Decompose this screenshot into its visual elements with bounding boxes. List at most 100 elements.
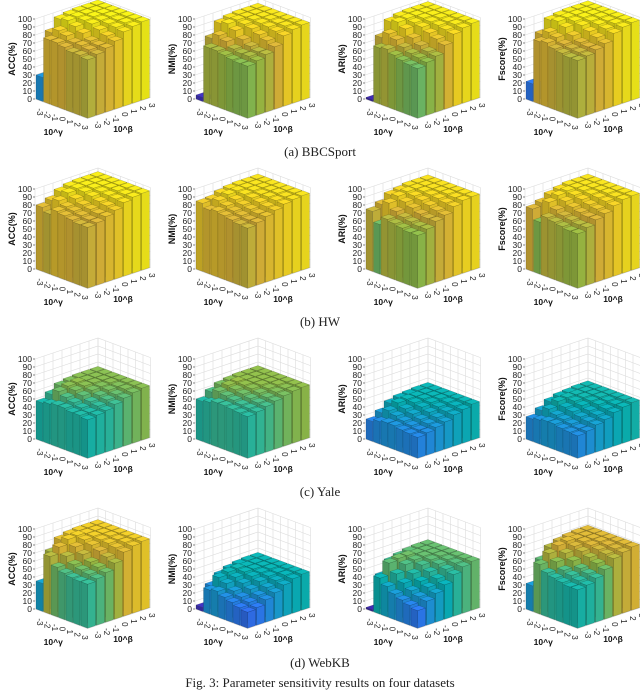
z-tick-label: 100 (18, 354, 32, 364)
bar-front-face (233, 222, 240, 285)
z-axis-label: ACC(%) (7, 42, 17, 76)
beta-tick-label: -2 (432, 288, 441, 296)
beta-tick-label: 1 (619, 279, 628, 284)
beta-tick-label: -3 (253, 631, 262, 639)
chart-yale-0: 0102030405060708090100ACC(%)-3-2-1012310… (7, 338, 156, 477)
bar-side-face (436, 54, 444, 113)
z-tick-label: 100 (178, 184, 192, 194)
bar-side-face (115, 208, 123, 279)
bar-front-face (73, 222, 80, 285)
bar-side-face (596, 217, 604, 282)
bar-front-face (66, 410, 73, 452)
bar-front-face (43, 402, 50, 444)
bar-front-face (366, 209, 373, 271)
beta-tick-label: 1 (289, 449, 298, 454)
gamma-tick-label: 3 (80, 465, 89, 470)
chart-webkb-1: 0102030405060708090100NMI(%)-3-2-1012310… (167, 508, 316, 647)
bar-front-face (556, 580, 563, 622)
bar-side-face (632, 193, 640, 270)
bar-side-face (632, 20, 640, 100)
beta-tick-label: -2 (262, 628, 271, 636)
bar-front-face (403, 63, 410, 116)
bar-side-face (142, 191, 150, 270)
bar-front-face (51, 41, 58, 107)
bar-side-face (302, 193, 310, 270)
bar-front-face (43, 554, 50, 614)
bar-front-face (66, 50, 73, 112)
beta-tick-label: -1 (111, 455, 120, 463)
bar-side-face (97, 413, 105, 456)
bar-side-face (266, 404, 274, 452)
bar-front-face (51, 403, 58, 447)
bar-front-face (526, 81, 533, 101)
bar-front-face (58, 213, 65, 279)
bar (571, 56, 586, 119)
beta-tick-label: -2 (592, 118, 601, 126)
z-axis-label: NMI(%) (167, 384, 177, 415)
bar-front-face (211, 209, 218, 277)
bar-side-face (266, 597, 274, 622)
gamma-axis-label: 10^γ (374, 127, 393, 137)
z-tick-label: 100 (178, 14, 192, 24)
bar-side-face (124, 29, 132, 106)
chart-webkb-0: 0102030405060708090100ACC(%)-3-2-1012310… (7, 508, 156, 647)
bar-front-face (396, 226, 403, 283)
beta-tick-label: -1 (271, 285, 280, 293)
bar-front-face (211, 49, 218, 107)
bar-front-face (43, 38, 50, 104)
beta-tick-label: 1 (459, 619, 468, 624)
beta-tick-label: 3 (147, 443, 156, 448)
bar-side-face (418, 608, 426, 628)
beta-tick-label: 2 (298, 446, 307, 451)
bar-front-face (58, 571, 65, 620)
bar-front-face (541, 41, 548, 107)
gamma-tick-label: 3 (240, 125, 249, 130)
beta-tick-label: 2 (138, 276, 147, 281)
bar (411, 606, 426, 629)
bar-side-face (302, 22, 310, 100)
gamma-axis-label: 10^γ (534, 127, 553, 137)
z-axis-label: Fscore(%) (497, 547, 507, 591)
gamma-axis-label: 10^γ (44, 467, 63, 477)
bar-front-face (81, 57, 88, 118)
beta-axis-label: 10^β (603, 294, 623, 304)
gamma-tick-label: 3 (240, 295, 249, 300)
bar-front-face (403, 603, 410, 625)
bar-side-face (454, 412, 462, 446)
gamma-tick-label: 3 (410, 125, 419, 130)
beta-tick-label: -3 (93, 121, 102, 129)
beta-tick-label: -3 (93, 291, 102, 299)
bar-side-face (463, 25, 471, 103)
bar-front-face (563, 229, 570, 286)
bar (241, 61, 256, 118)
bar-side-face (302, 385, 310, 440)
bar-side-face (97, 576, 105, 625)
beta-tick-label: 3 (147, 613, 156, 618)
bar-front-face (373, 576, 380, 614)
beta-tick-label: -2 (102, 288, 111, 296)
bar-front-face (541, 215, 548, 277)
bar-side-face (275, 590, 283, 619)
z-tick-label: 100 (508, 524, 522, 534)
bar-side-face (605, 567, 613, 619)
bar-front-face (373, 46, 380, 104)
bar-side-face (284, 393, 292, 446)
bar-front-face (241, 414, 248, 458)
bar-side-face (293, 389, 301, 444)
beta-tick-label: 3 (477, 443, 486, 448)
bar-side-face (275, 44, 283, 109)
bar-front-face (36, 75, 43, 101)
beta-tick-label: -3 (583, 461, 592, 469)
chart-yale-2: 0102030405060708090100ARI(%)-3-2-1012310… (337, 338, 486, 477)
bar-front-face (218, 53, 225, 110)
bar-side-face (605, 211, 613, 279)
bar-side-face (115, 561, 123, 620)
beta-tick-label: -2 (592, 628, 601, 636)
bar-side-face (97, 220, 105, 285)
beta-tick-label: 3 (477, 103, 486, 108)
z-axis-label: ACC(%) (7, 212, 17, 246)
